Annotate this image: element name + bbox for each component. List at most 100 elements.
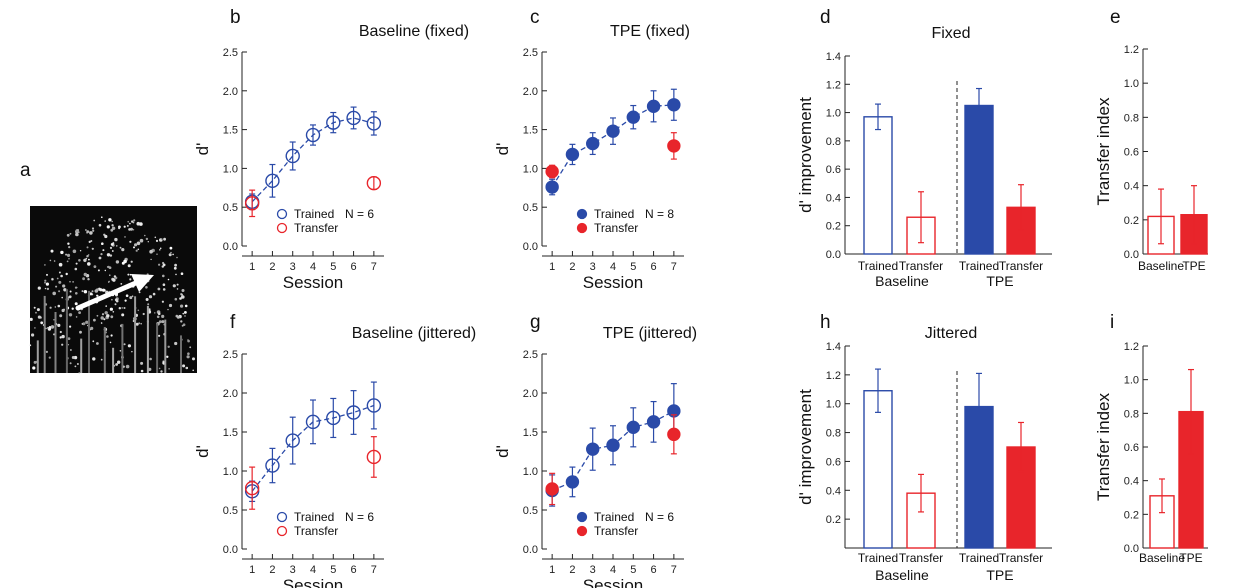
stimulus-dot: [67, 344, 70, 346]
legend-label: Transfer: [294, 524, 338, 538]
panel-e: e 0.0 0.2 0.4 0.6 0.8 1.0 1.2 Transfer index Base…: [1094, 7, 1208, 273]
stimulus-dot: [78, 372, 80, 374]
data-point: [626, 420, 640, 435]
stimulus-dot: [136, 241, 141, 246]
stimulus-dot: [83, 258, 87, 262]
stimulus-dot: [69, 232, 72, 235]
stimulus-dot: [113, 275, 117, 278]
legend-label: Transfer: [594, 221, 638, 235]
stimulus-dot: [157, 287, 161, 291]
stimulus-dot: [185, 367, 188, 369]
data-point: [326, 410, 341, 426]
stimulus-dot: [109, 341, 112, 344]
data-point: [366, 116, 382, 131]
y-tick-label: 0.2: [1124, 215, 1139, 227]
chart-title: Baseline (jittered): [352, 325, 477, 342]
y-tick-label: 2.5: [523, 349, 538, 361]
stimulus-dot: [192, 357, 195, 361]
panel-f: f Baseline (jittered) 0.0 0.5 1.0 1.5 2.0 2.5 d'…: [193, 312, 476, 588]
y-tick-label: 0.5: [523, 505, 538, 517]
stimulus-dot: [116, 245, 118, 247]
x-tick-label: 2: [269, 261, 275, 273]
stimulus-dot: [104, 234, 108, 239]
stimulus-dot: [106, 225, 110, 229]
x-tick-label: 7: [671, 261, 677, 273]
stimulus-dot: [46, 287, 50, 291]
stimulus-dot: [82, 277, 85, 281]
stimulus-dot: [87, 262, 91, 266]
legend-marker: [576, 511, 588, 523]
x-tick-label: 3: [590, 564, 596, 576]
bar: [964, 104, 994, 255]
stimulus-dot: [129, 240, 132, 243]
legend-label: Trained: [594, 207, 634, 221]
stimulus-dot: [142, 312, 145, 316]
stimulus-dot: [174, 341, 178, 346]
stimulus-dot: [181, 324, 184, 327]
stimulus-dot: [74, 302, 78, 306]
stimulus-dot: [168, 303, 173, 308]
y-tick-label: 1.5: [223, 427, 238, 439]
category-label: Trained: [959, 551, 999, 565]
stimulus-dot: [100, 358, 103, 361]
stimulus-dot: [130, 260, 133, 263]
stimulus-dot: [58, 262, 63, 267]
stimulus-dot: [176, 288, 179, 290]
stimulus-dot: [58, 290, 61, 293]
y-tick-label: 0.0: [826, 249, 841, 261]
x-tick-label: 5: [630, 261, 636, 273]
x-axis-label: Session: [583, 273, 643, 292]
panel-label-g: g: [530, 312, 541, 333]
stimulus-dot: [37, 315, 42, 319]
stimulus-dot: [181, 289, 185, 292]
stimulus-bar: [156, 323, 159, 373]
panel-d: d Fixed 0.0 0.2 0.4 0.6 0.8 1.0 1.2 1.4 d' improve…: [796, 7, 1052, 289]
stimulus-dot: [140, 322, 142, 325]
stimulus-dot: [182, 364, 186, 368]
stimulus-dot: [112, 278, 116, 282]
stimulus-dot: [119, 350, 122, 352]
stimulus-dot: [69, 325, 72, 328]
y-tick-label: 0.6: [826, 456, 841, 468]
stimulus-dot: [101, 313, 105, 316]
panel-i: i 0.0 0.2 0.4 0.6 0.8 1.0 1.2 Transfer index Base…: [1094, 312, 1208, 565]
stimulus-dot: [53, 319, 55, 321]
stimulus-dot: [54, 306, 56, 308]
series-transfer: [545, 132, 681, 179]
group-label: Baseline: [875, 567, 929, 583]
y-tick-label: 1.0: [523, 466, 538, 478]
legend-marker: [276, 525, 288, 537]
stimulus-dot: [139, 238, 144, 243]
x-tick-label: 7: [671, 564, 677, 576]
data-point: [646, 415, 661, 429]
x-axis-label: Session: [583, 576, 643, 588]
stimulus-bar: [134, 296, 137, 373]
stimulus-dot: [50, 249, 54, 253]
stimulus-dot: [44, 281, 46, 284]
stimulus-dot: [133, 219, 136, 222]
stimulus-dot: [160, 238, 163, 240]
stimulus-dot: [180, 272, 184, 276]
x-tick-label: 3: [590, 261, 596, 273]
stimulus-dot: [111, 226, 116, 230]
stimulus-dot: [50, 325, 55, 329]
y-tick-label: 0.0: [223, 544, 238, 556]
stimulus-dot: [66, 260, 69, 263]
stimulus-dot: [61, 343, 64, 346]
category-label: Trained: [858, 259, 898, 273]
stimulus-dot: [101, 216, 103, 218]
stimulus-dot: [140, 361, 144, 365]
x-tick-label: 7: [371, 261, 377, 273]
stimulus-dot: [107, 265, 110, 269]
stimulus-dot: [85, 320, 89, 324]
stimulus-dot: [46, 273, 48, 276]
stimulus-dot: [145, 237, 149, 241]
y-tick-label: 1.0: [223, 466, 238, 478]
data-point: [305, 414, 321, 430]
stimulus-dot: [96, 294, 98, 297]
stimulus-dot: [148, 367, 152, 371]
stimulus-dot: [88, 258, 90, 261]
x-tick-label: 6: [351, 564, 357, 576]
stimulus-dot: [94, 289, 99, 293]
stimulus-dot: [104, 269, 107, 272]
